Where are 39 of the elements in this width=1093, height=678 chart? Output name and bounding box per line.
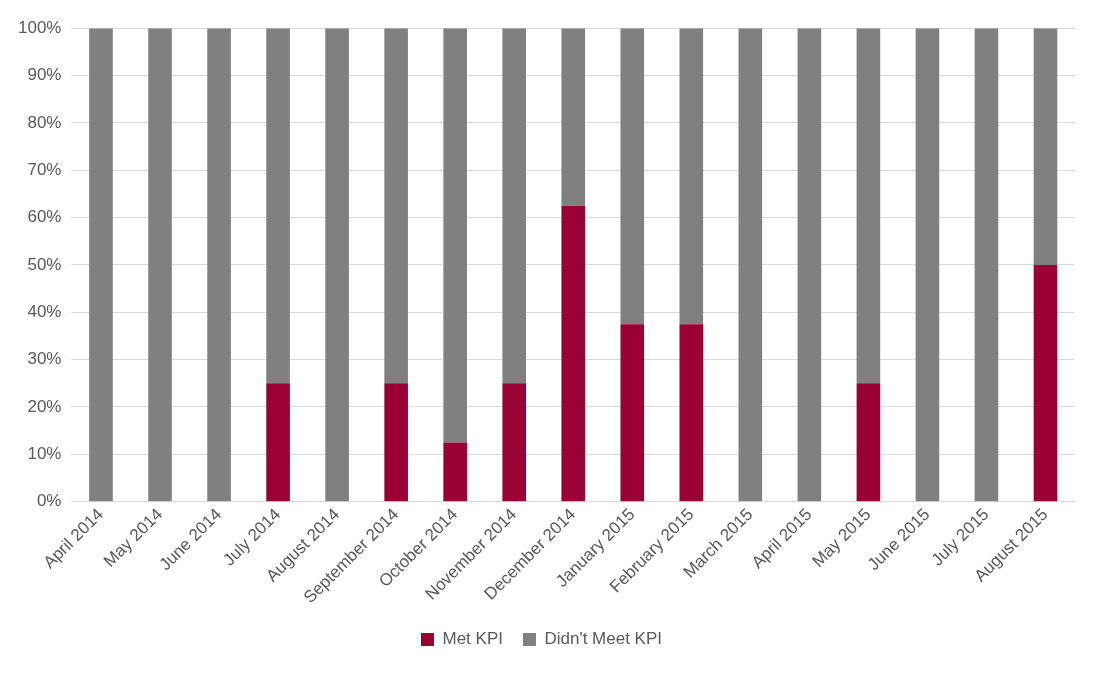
- bar: [856, 28, 881, 384]
- bar: [266, 383, 290, 502]
- bar: [679, 28, 704, 325]
- y-tick-label: 90%: [27, 65, 62, 85]
- y-tick-label: 30%: [27, 349, 62, 369]
- bar: [207, 28, 231, 502]
- bar: [856, 383, 881, 502]
- y-tick-label: 100%: [18, 17, 62, 37]
- y-tick-label: 20%: [27, 396, 62, 416]
- y-tick-label: 40%: [27, 301, 62, 321]
- bar: [443, 442, 467, 502]
- bar: [738, 28, 763, 502]
- legend-label: Didn't Meet KPI: [544, 629, 663, 649]
- bar: [384, 28, 408, 384]
- bar: [915, 28, 940, 502]
- bar: [797, 28, 822, 502]
- y-tick-label: 10%: [27, 444, 62, 464]
- y-tick-label: 80%: [27, 112, 62, 132]
- bar: [561, 28, 586, 206]
- bar: [89, 28, 113, 502]
- bar: [266, 28, 290, 384]
- bar: [561, 205, 586, 502]
- bar: [1033, 264, 1058, 502]
- legend-label: Met KPI: [442, 629, 503, 649]
- bar: [148, 28, 172, 502]
- bar: [1033, 28, 1058, 265]
- y-tick-label: 70%: [27, 159, 62, 179]
- bar: [502, 28, 527, 384]
- y-tick-label: 0%: [36, 491, 62, 511]
- bar: [502, 383, 527, 502]
- bar: [974, 28, 999, 502]
- bar: [325, 28, 349, 502]
- bar: [620, 28, 645, 325]
- bar: [679, 324, 704, 502]
- y-tick-label: 60%: [27, 207, 62, 227]
- bar: [384, 383, 408, 502]
- y-tick-label: 50%: [27, 254, 62, 274]
- bar: [443, 28, 467, 443]
- bar: [620, 324, 645, 502]
